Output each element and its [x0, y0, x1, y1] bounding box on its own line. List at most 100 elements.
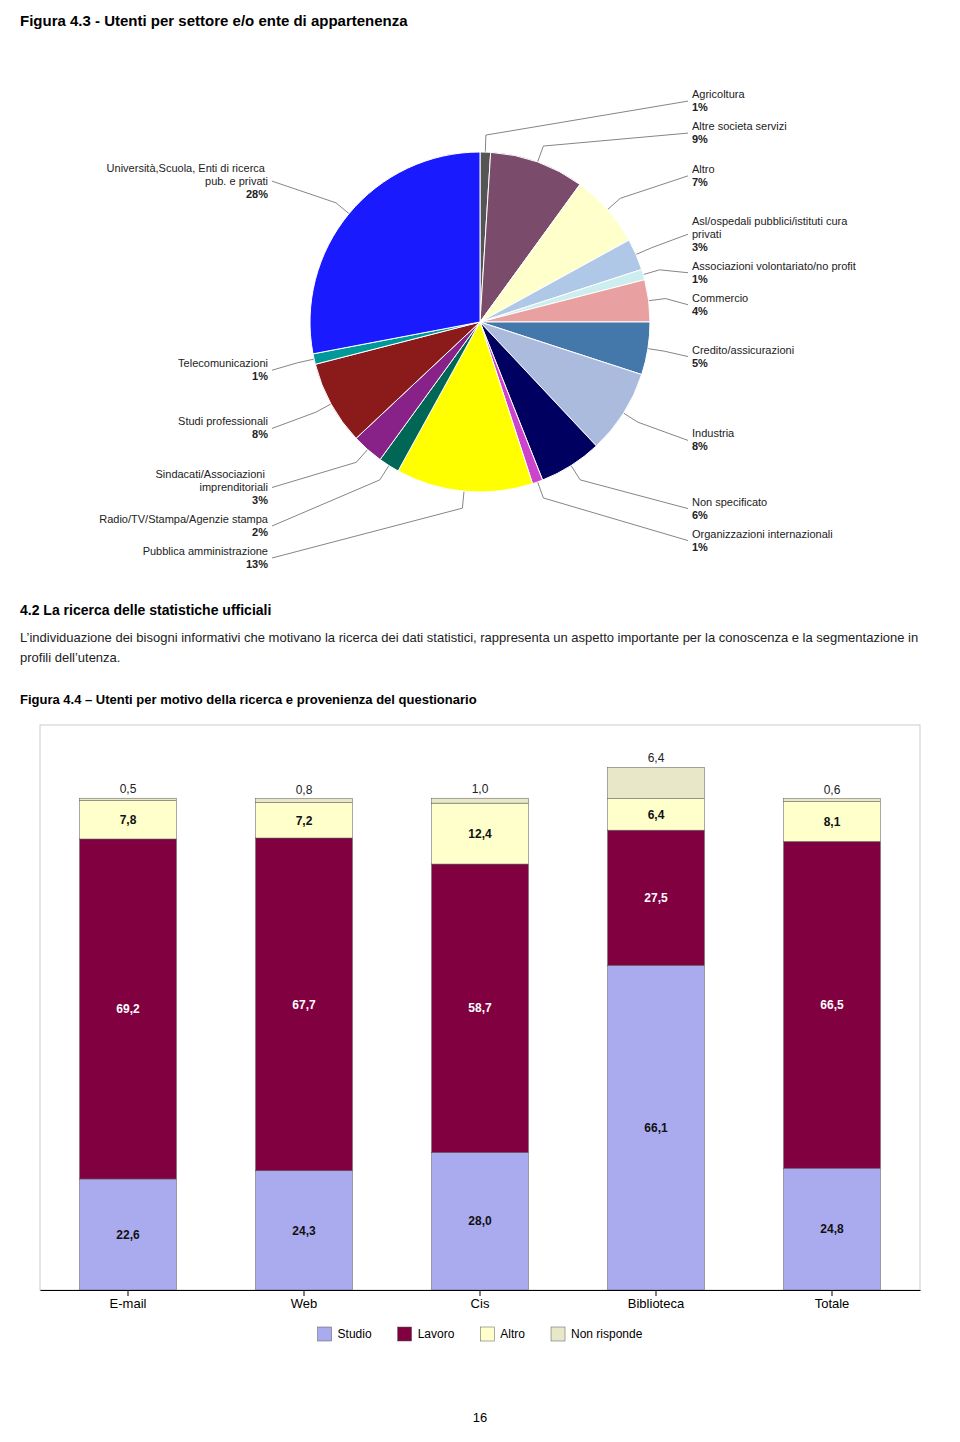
slice-label: Associazioni volontariato/no profit1%	[692, 260, 856, 285]
slice-label-name: Studi professionali	[178, 415, 268, 427]
data-label: 7,8	[120, 813, 137, 827]
bar	[256, 1171, 353, 1290]
text-line: Non specificato	[692, 496, 767, 508]
bar	[80, 1179, 177, 1290]
legend-label: Non risponde	[571, 1327, 643, 1341]
slice-label-value: 6%	[692, 509, 708, 521]
slice-label-value: 13%	[246, 558, 268, 570]
data-label: 6,4	[648, 751, 665, 765]
tick-mark	[128, 1290, 129, 1296]
slice-label-name: Non specificato	[692, 496, 767, 508]
legend-label: Altro	[500, 1327, 525, 1341]
text-line: Credito/assicurazioni	[692, 344, 794, 356]
data-label: 66,1	[644, 1121, 668, 1135]
slice-label: Telecomunicazioni1%	[178, 357, 268, 382]
tick-mark	[656, 1290, 657, 1296]
bar	[432, 803, 529, 864]
tick-label: E-mail	[110, 1296, 147, 1311]
bar	[784, 1168, 881, 1290]
slice-label-name: Radio/TV/Stampa/Agenzie stampa	[99, 513, 269, 525]
series	[80, 830, 881, 1179]
slice-label-value: 3%	[252, 494, 268, 506]
data-label: 58,7	[468, 1001, 492, 1015]
slice-label-value: 8%	[252, 428, 268, 440]
data-label: 24,8	[820, 1222, 844, 1236]
legend-item: Altro	[480, 1327, 525, 1341]
bar	[256, 838, 353, 1171]
slice-label: Organizzazioni internazionali1%	[692, 528, 833, 553]
slice-label: Sindacati/Associazioni imprenditoriali3%	[155, 468, 268, 506]
slice-label: Radio/TV/Stampa/Agenzie stampa2%	[99, 513, 269, 538]
text-line: imprenditoriali	[200, 481, 268, 493]
tick-mark	[480, 1290, 481, 1296]
slice-label-value: 3%	[692, 241, 708, 253]
slice-label-name: Altro	[692, 163, 715, 175]
text-line: Altro	[692, 163, 715, 175]
slice-label-name: Agricoltura	[692, 88, 745, 100]
bars	[80, 767, 881, 1290]
slice-label-name: Sindacati/Associazioni imprenditoriali	[155, 468, 268, 493]
bar	[80, 798, 177, 800]
slice-label-value: 2%	[252, 526, 268, 538]
text-line: Industria	[692, 427, 735, 439]
slice-label: Credito/assicurazioni5%	[692, 344, 794, 369]
leader-line	[485, 101, 688, 152]
slice-label: Agricoltura1%	[692, 88, 745, 113]
slices	[310, 152, 650, 492]
bar	[784, 841, 881, 1168]
slice-label-value: 4%	[692, 305, 708, 317]
slice-label-value: 9%	[692, 133, 708, 145]
data-label: 12,4	[468, 827, 492, 841]
data-label: 69,2	[116, 1002, 140, 1016]
tick-label: Totale	[815, 1296, 850, 1311]
slice-label-name: Pubblica amministrazione	[143, 545, 268, 557]
slice	[480, 280, 650, 322]
bar	[608, 965, 705, 1290]
pie: Agricoltura1%Altre societa servizi9%Altr…	[99, 88, 856, 570]
text-line: Asl/ospedali pubblici/istituti cura	[692, 215, 850, 227]
series	[80, 799, 881, 864]
data-label: 66,5	[820, 998, 844, 1012]
leader-line	[272, 404, 331, 429]
legend-swatch	[480, 1327, 494, 1341]
series	[80, 767, 881, 803]
text-line: privati	[692, 228, 721, 240]
bar	[608, 767, 705, 798]
data-label: 67,7	[292, 998, 316, 1012]
leader-line	[624, 413, 688, 440]
tick: E-mail	[110, 1290, 147, 1311]
leader-line	[272, 466, 389, 526]
legend-swatch	[318, 1327, 332, 1341]
slice-label-name: Telecomunicazioni	[178, 357, 268, 369]
text-line: Studi professionali	[178, 415, 268, 427]
bar	[608, 799, 705, 830]
text-line: Associazioni volontariato/no profit	[692, 260, 856, 272]
slice-label-name: Commercio	[692, 292, 748, 304]
leader-line	[272, 181, 349, 214]
tick: Web	[291, 1290, 318, 1311]
text-line: Agricoltura	[692, 88, 745, 100]
text-line: Pubblica amministrazione	[143, 545, 268, 557]
data-label: 27,5	[644, 891, 668, 905]
slice-label-value: 7%	[692, 176, 708, 188]
slice-label-value: 1%	[692, 273, 708, 285]
bar	[80, 801, 177, 839]
page: Figura 4.3 - Utenti per settore e/o ente…	[0, 0, 960, 1442]
text-line: pub. e privati	[205, 175, 268, 187]
slice-label: Commercio4%	[692, 292, 748, 317]
legend-swatch	[398, 1327, 412, 1341]
data-label: 0,5	[120, 782, 137, 796]
slice-label-name: Università,Scuola, Enti di ricerca pub. …	[107, 162, 268, 187]
leader-line	[648, 349, 688, 357]
data-label: 7,2	[296, 814, 313, 828]
text-line: Telecomunicazioni	[178, 357, 268, 369]
data-labels: 22,624,328,066,124,869,267,758,727,566,5…	[116, 751, 844, 1241]
leader-line	[608, 176, 688, 210]
tick: Cis	[471, 1290, 490, 1311]
tick-mark	[304, 1290, 305, 1296]
bar	[80, 839, 177, 1179]
legend-label: Lavoro	[418, 1327, 455, 1341]
leader-line	[272, 359, 314, 370]
slice-label-name: Industria	[692, 427, 735, 439]
text-line: Organizzazioni internazionali	[692, 528, 833, 540]
